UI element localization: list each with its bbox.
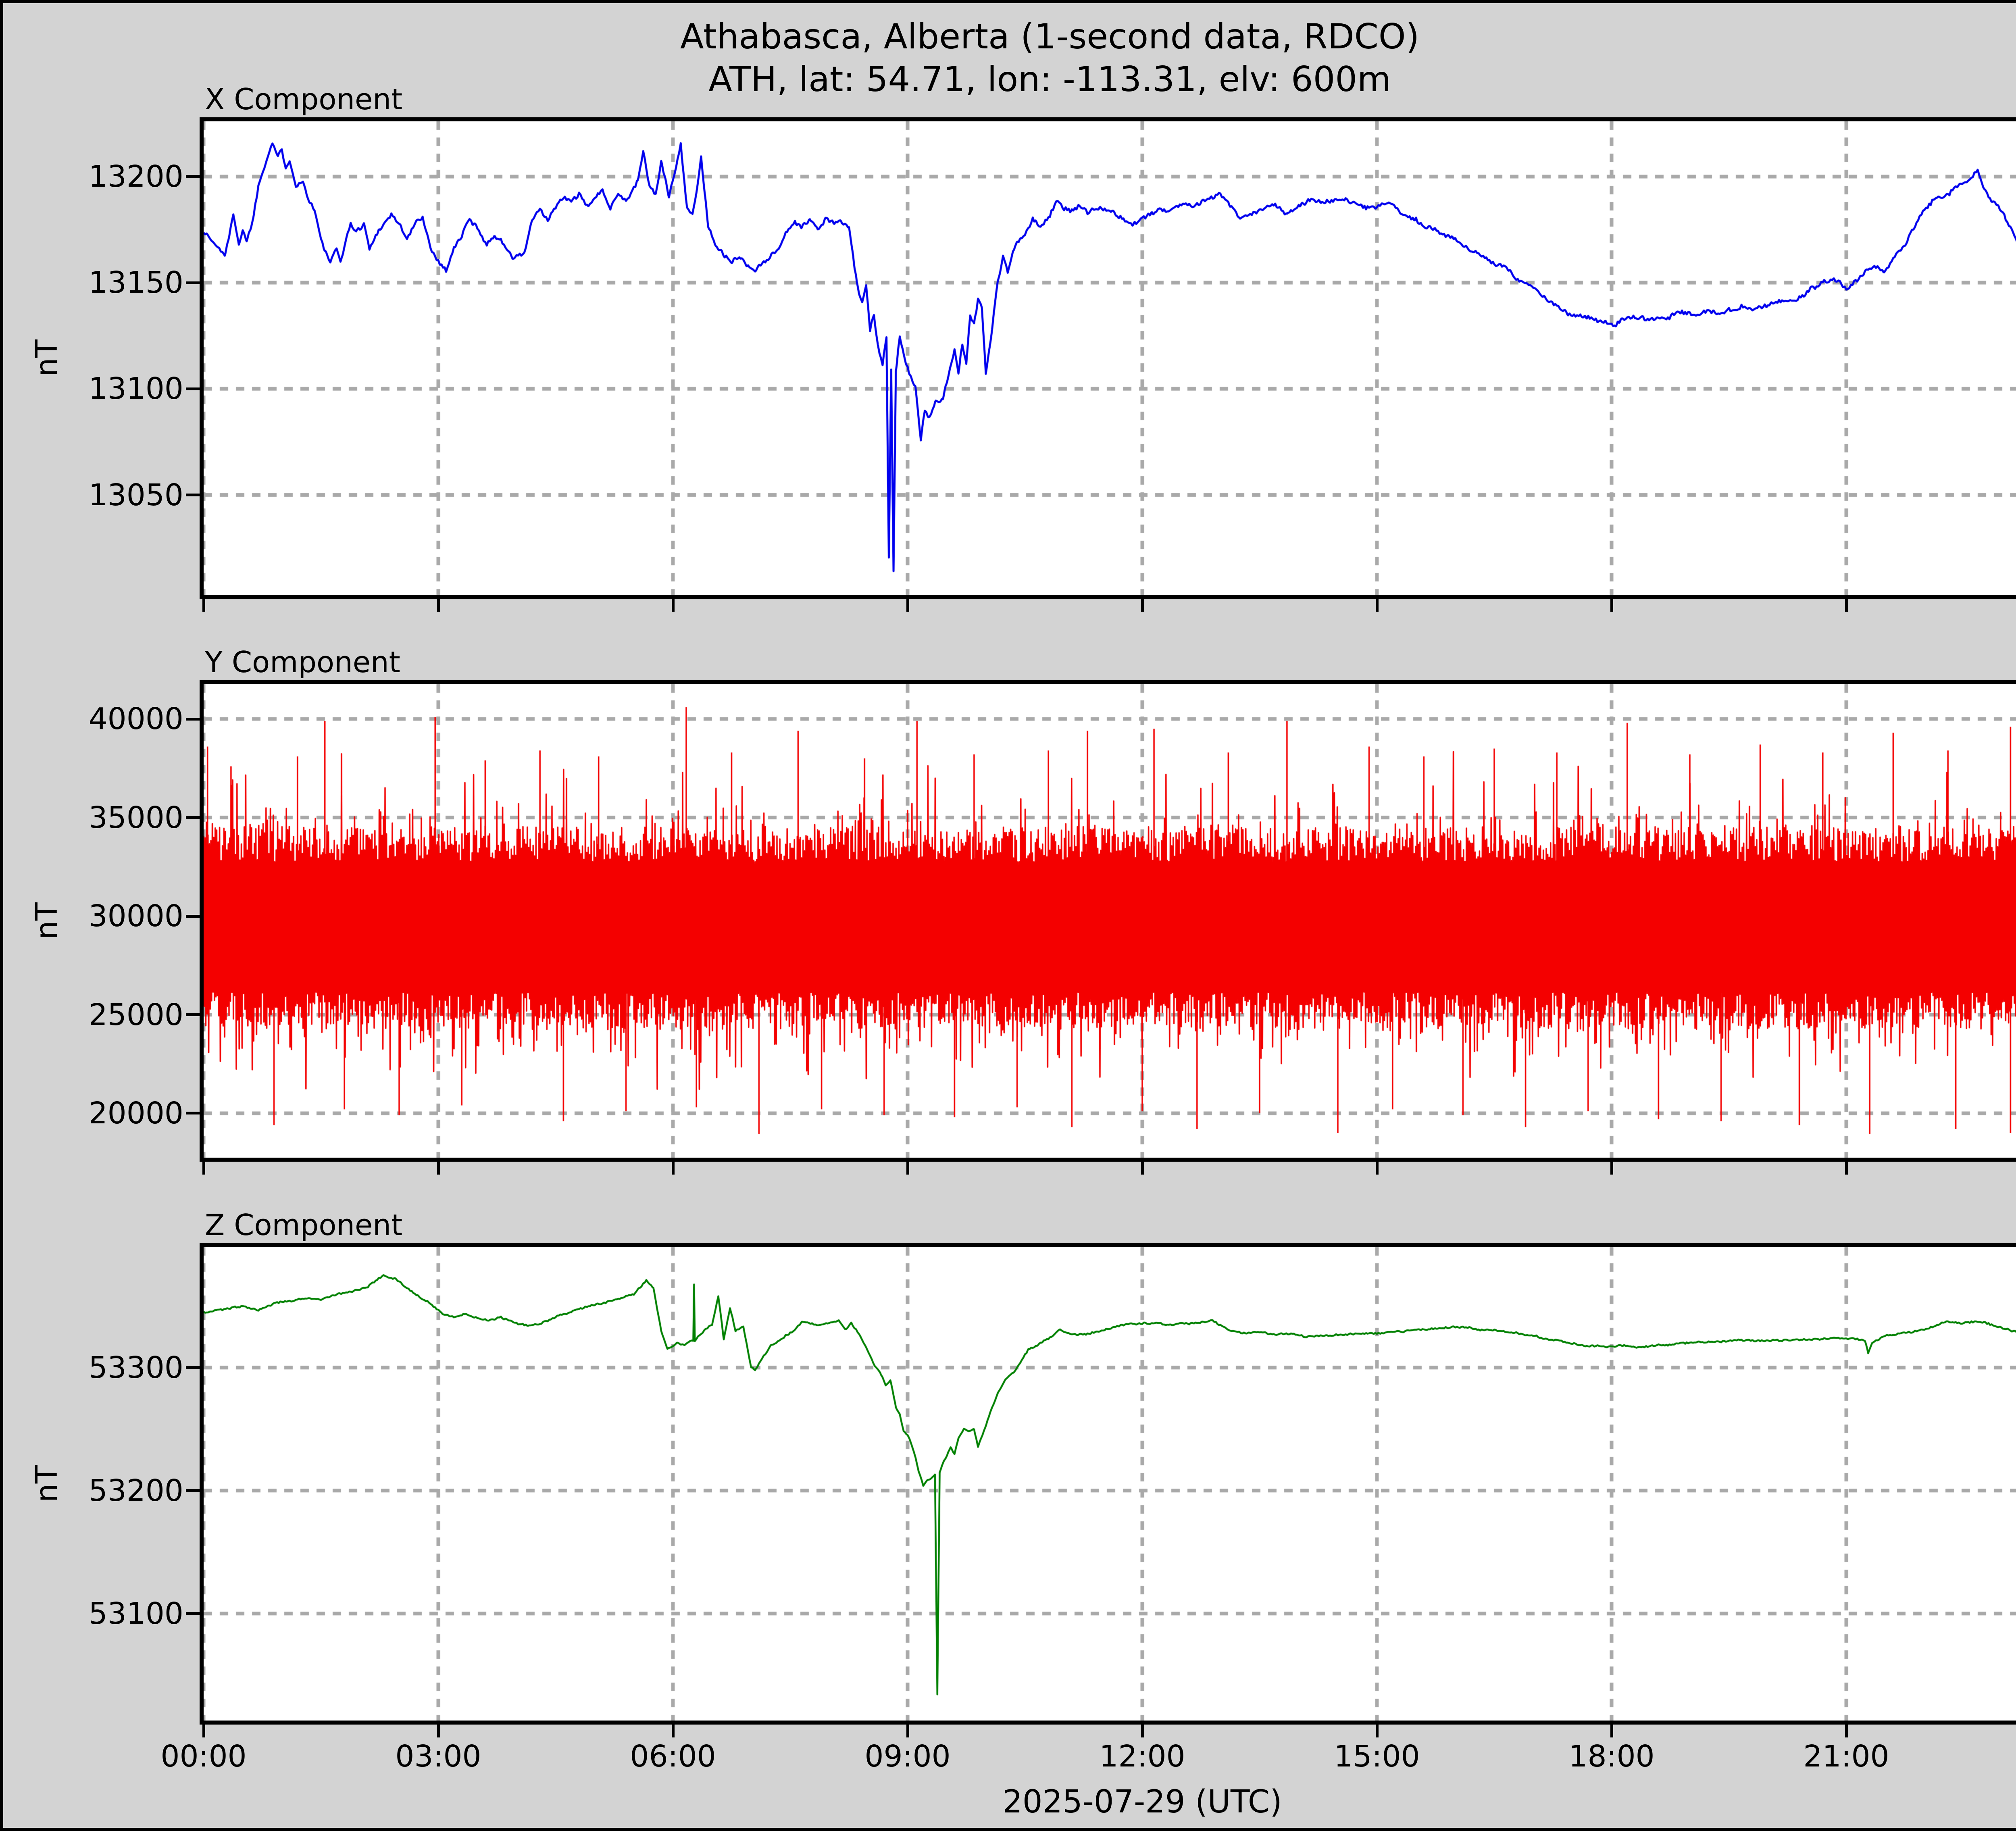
x-tick-mark [671,1162,675,1175]
y-tick-mark [186,1612,200,1615]
x-tick-mark [906,1162,909,1175]
x-tick-label: 06:00 [630,1739,716,1774]
x-tick-mark [1610,1162,1613,1175]
y-tick-label: 53100 [88,1596,183,1631]
x-tick-mark [1845,599,1848,612]
x-component-plot [204,121,2016,595]
x-tick-mark [202,599,205,612]
y-tick-label: 20000 [88,1096,183,1131]
x-tick-mark [437,599,440,612]
x-tick-mark [906,599,909,612]
x-tick-mark [1610,1725,1613,1737]
panel-label-z-component: Z Component [205,1208,403,1242]
y-tick-mark [186,1366,200,1369]
x-tick-mark [1610,599,1613,612]
x-tick-label: 03:00 [395,1739,481,1774]
y-tick-label: 13150 [88,265,183,300]
y-tick-mark [186,387,200,390]
x-tick-mark [671,1725,675,1737]
panel-label-y-component: Y Component [205,645,400,679]
y-tick-mark [186,914,200,918]
x-tick-mark [1141,599,1144,612]
x-tick-label: 21:00 [1803,1739,1889,1774]
x-tick-mark [437,1725,440,1737]
y-tick-mark [186,816,200,819]
y-component-plot-frame [200,680,2016,1162]
x-tick-mark [906,1725,909,1737]
y-tick-label: 35000 [88,800,183,835]
x-tick-label: 12:00 [1099,1739,1185,1774]
y-tick-label: 25000 [88,997,183,1032]
y-tick-mark [186,281,200,284]
y-tick-mark [186,1489,200,1492]
y-tick-label: 13050 [88,477,183,512]
x-tick-label: 18:00 [1568,1739,1655,1774]
x-tick-mark [1375,1725,1379,1737]
y-component-plot [204,684,2016,1158]
x-tick-mark [202,1162,205,1175]
z-component-plot-frame [200,1243,2016,1725]
y-tick-mark [186,1112,200,1115]
y-tick-label: 13100 [88,371,183,406]
x-tick-mark [1141,1725,1144,1737]
y-tick-label: 53200 [88,1473,183,1508]
x-tick-mark [671,599,675,612]
x-tick-mark [1141,1162,1144,1175]
x-tick-mark [1845,1162,1848,1175]
x-tick-label: 00:00 [160,1739,247,1774]
y-tick-mark [186,1013,200,1016]
y-tick-mark [186,717,200,721]
figure-title: Athabasca, Alberta (1-second data, RDCO) [680,17,1420,57]
x-tick-mark [1845,1725,1848,1737]
y-tick-label: 40000 [88,702,183,737]
x-tick-mark [202,1725,205,1737]
x-tick-mark [1375,599,1379,612]
x-tick-mark [437,1162,440,1175]
x-tick-label: 09:00 [864,1739,951,1774]
y-tick-mark [186,494,200,497]
y-tick-label: 53300 [88,1350,183,1385]
panel-label-x-component: X Component [205,82,403,116]
x-component-plot-frame [200,117,2016,599]
z-component-plot [204,1247,2016,1721]
y-tick-mark [186,175,200,178]
x-tick-label: 15:00 [1334,1739,1420,1774]
x-axis-label: 2025-07-29 (UTC) [1002,1784,1282,1820]
y-tick-label: 13200 [88,159,183,194]
x-tick-mark [1375,1162,1379,1175]
figure-subtitle: ATH, lat: 54.71, lon: -113.31, elv: 600m [708,59,1391,100]
y-tick-label: 30000 [88,899,183,934]
